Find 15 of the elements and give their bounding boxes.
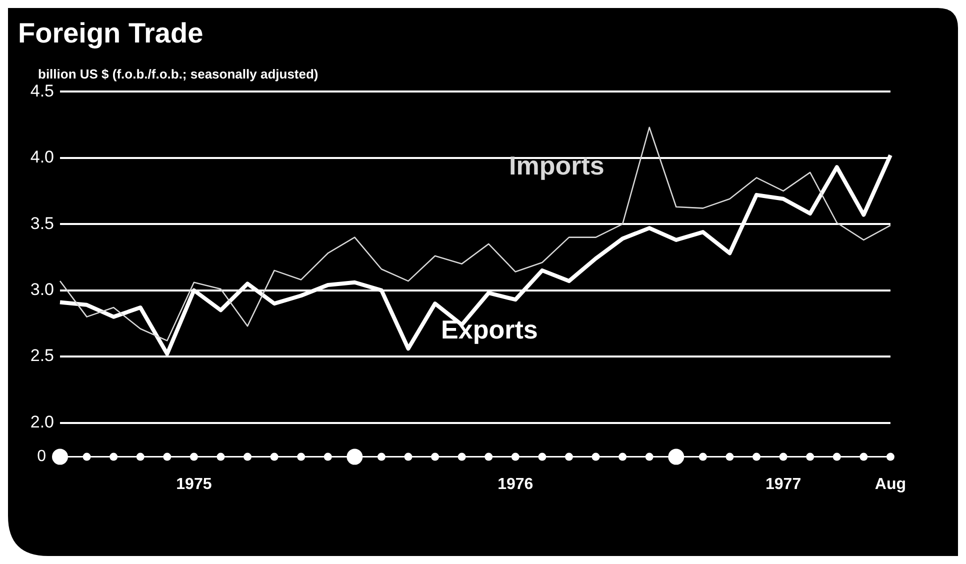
x-tick-label: 1976 (498, 476, 534, 493)
chart-title: Foreign Trade (18, 18, 204, 49)
x-tick-label: Aug (874, 476, 906, 493)
y-tick-label: 3.5 (30, 214, 54, 233)
y-tick-label: 4.0 (30, 148, 54, 167)
y-tick-label: 2.0 (30, 412, 54, 432)
y-tick-label: 2.5 (30, 346, 54, 366)
y-axis-title: billion US $ (f.o.b./f.o.b.; seasonally adjusted) (38, 66, 318, 82)
series-label: Exports (441, 314, 538, 345)
y-tick-label: 4.5 (30, 81, 54, 100)
x-tick-label: 1977 (766, 476, 802, 493)
x-tick-label: 1975 (176, 476, 212, 493)
series-label: Imports (508, 150, 604, 180)
text: 0 (37, 448, 46, 466)
y-tick-label: 3.0 (30, 280, 54, 300)
